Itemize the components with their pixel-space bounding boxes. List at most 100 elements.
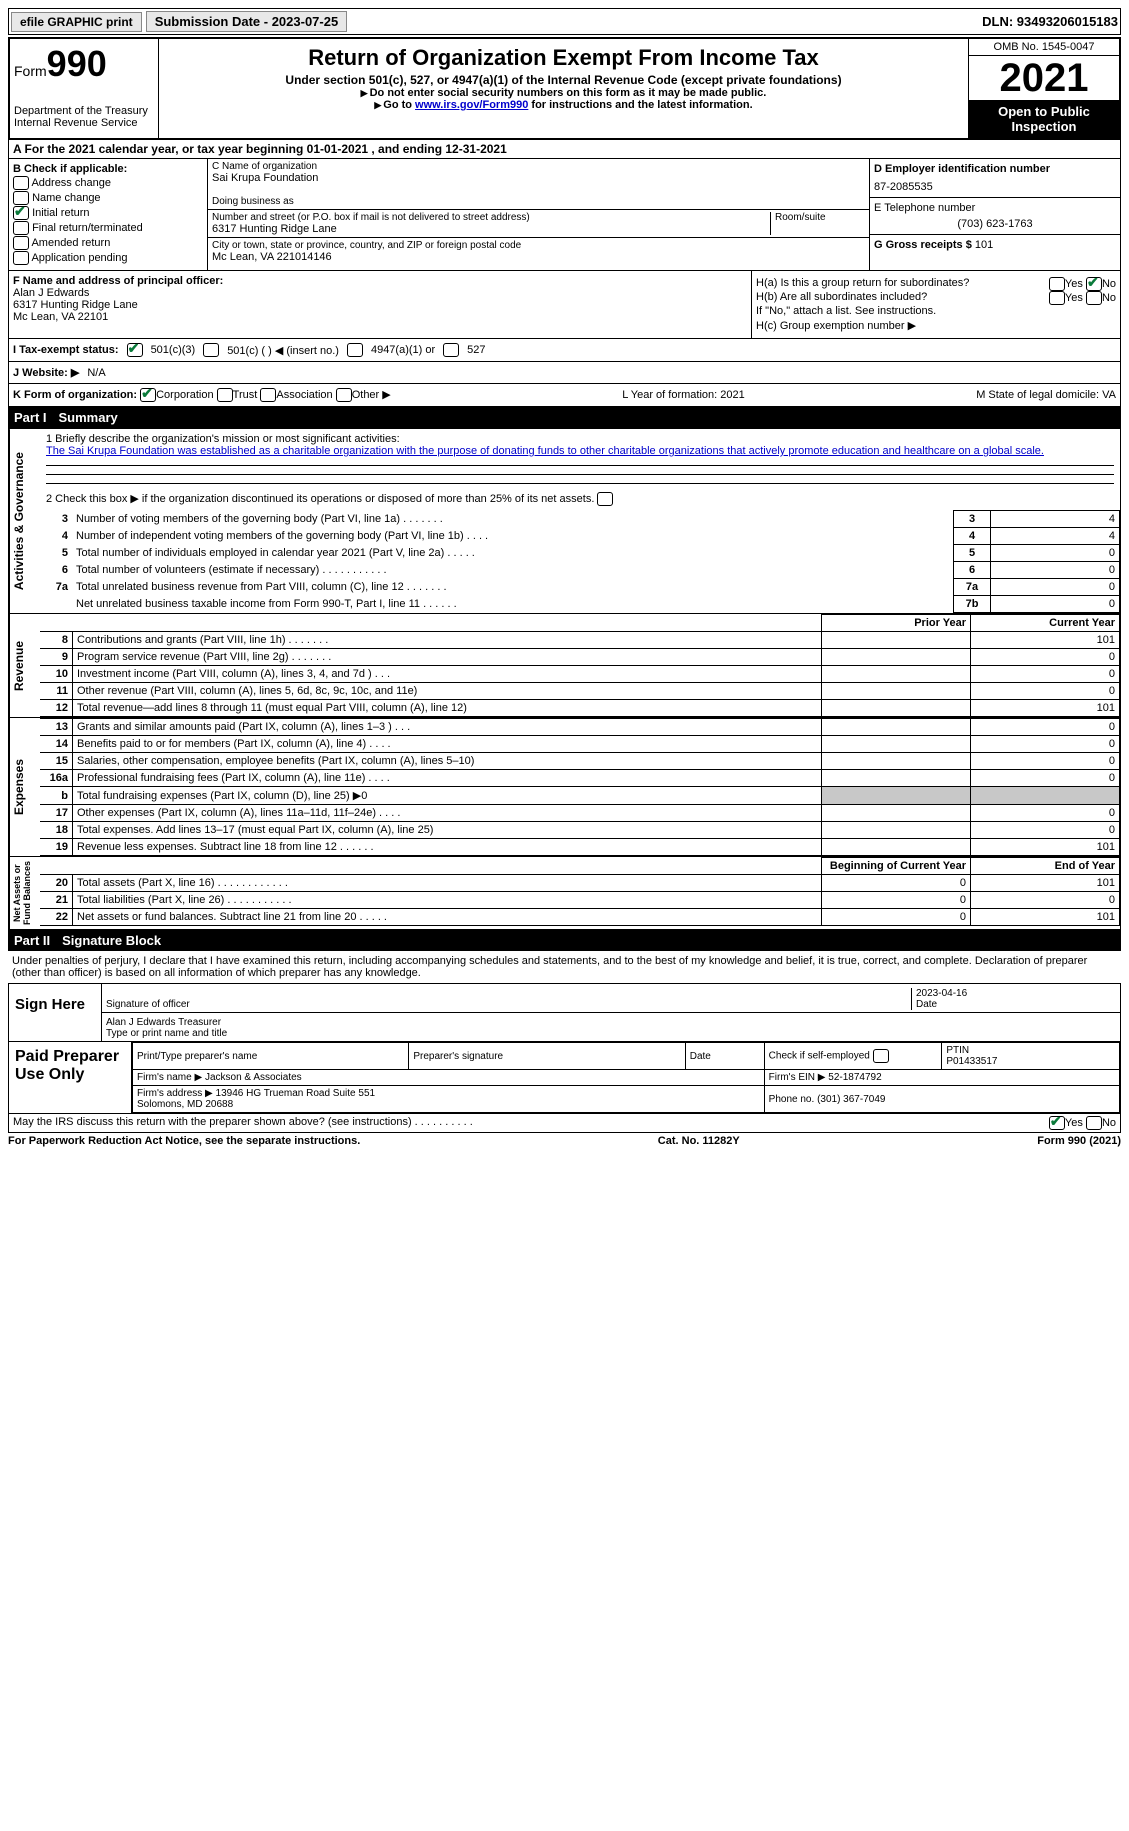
cb-discontinued[interactable]: [597, 492, 613, 506]
cb-final-return[interactable]: Final return/terminated: [13, 221, 203, 235]
prep-date-label: Date: [685, 1043, 764, 1070]
vert-expenses: Expenses: [9, 718, 40, 856]
cb-trust[interactable]: [217, 388, 233, 402]
form-number: Form990: [14, 43, 154, 85]
phone-label: E Telephone number: [874, 202, 1116, 214]
dba-label: Doing business as: [212, 196, 865, 207]
ha-label: H(a) Is this a group return for subordin…: [756, 277, 969, 289]
ssn-note: Do not enter social security numbers on …: [165, 87, 962, 99]
table-row: 16aProfessional fundraising fees (Part I…: [40, 770, 1120, 787]
paid-preparer-label: Paid Preparer Use Only: [9, 1042, 132, 1113]
table-row: 21Total liabilities (Part X, line 26) . …: [40, 892, 1120, 909]
irs-link[interactable]: www.irs.gov/Form990: [415, 99, 528, 111]
city-state-zip: Mc Lean, VA 221014146: [212, 251, 865, 263]
table-row: 17Other expenses (Part IX, column (A), l…: [40, 805, 1120, 822]
table-row: 12Total revenue—add lines 8 through 11 (…: [40, 700, 1120, 717]
table-row: 11Other revenue (Part VIII, column (A), …: [40, 683, 1120, 700]
paid-preparer-block: Paid Preparer Use Only Print/Type prepar…: [8, 1042, 1121, 1114]
discuss-yes[interactable]: [1049, 1116, 1065, 1130]
ha-yes[interactable]: [1049, 277, 1065, 291]
firm-addr-label: Firm's address ▶: [137, 1088, 213, 1099]
preparer-table: Print/Type preparer's name Preparer's si…: [132, 1042, 1120, 1113]
c-right: D Employer identification number 87-2085…: [869, 159, 1120, 270]
goto-pre: Go to: [374, 99, 415, 111]
hb-line: H(b) Are all subordinates included? Yes …: [756, 291, 1116, 303]
phone-box: E Telephone number (703) 623-1763: [870, 198, 1120, 235]
submission-date: Submission Date - 2023-07-25: [146, 11, 348, 32]
cat-no: Cat. No. 11282Y: [658, 1135, 740, 1147]
signer-name-title: Alan J Edwards Treasurer: [106, 1017, 1116, 1028]
sig-date-label: Date: [916, 999, 1116, 1010]
form-footer: Form 990 (2021): [1037, 1135, 1121, 1147]
ha-no[interactable]: [1086, 277, 1102, 291]
phone-value: (703) 623-1763: [874, 218, 1116, 230]
top-bar: efile GRAPHIC print Submission Date - 20…: [8, 8, 1121, 35]
revenue-section: Revenue Prior Year Current Year 8Contrib…: [8, 614, 1121, 718]
year-formation: L Year of formation: 2021: [622, 389, 745, 401]
cb-address-change[interactable]: Address change: [13, 176, 203, 190]
table-row: 4Number of independent voting members of…: [40, 528, 1120, 545]
cb-corp[interactable]: [140, 388, 156, 402]
cb-4947[interactable]: [347, 343, 363, 357]
name-title-label: Type or print name and title: [106, 1028, 1116, 1039]
room-label: Room/suite: [775, 212, 865, 223]
cb-501c[interactable]: [203, 343, 219, 357]
officer-addr2: Mc Lean, VA 22101: [13, 311, 108, 323]
prep-phone-label: Phone no.: [769, 1094, 815, 1105]
open-to-public: Open to Public Inspection: [969, 100, 1119, 138]
row-a-taxyear: A For the 2021 calendar year, or tax yea…: [8, 140, 1121, 159]
ha-line: H(a) Is this a group return for subordin…: [756, 277, 1116, 289]
cb-name-change[interactable]: Name change: [13, 191, 203, 205]
current-year-hdr: Current Year: [971, 615, 1120, 632]
goto-post: for instructions and the latest informat…: [528, 99, 752, 111]
org-name: Sai Krupa Foundation: [212, 172, 865, 184]
vert-netassets: Net Assets or Fund Balances: [9, 857, 40, 929]
website-value: N/A: [87, 367, 105, 379]
cb-amended[interactable]: Amended return: [13, 236, 203, 250]
sign-here-label: Sign Here: [9, 984, 102, 1041]
cb-initial-return[interactable]: Initial return: [13, 206, 203, 220]
tax-year: 2021: [969, 56, 1119, 100]
efile-print-button[interactable]: efile GRAPHIC print: [11, 12, 142, 32]
netassets-section: Net Assets or Fund Balances Beginning of…: [8, 857, 1121, 930]
part-ii-num: Part II: [14, 933, 50, 948]
discuss-label: May the IRS discuss this return with the…: [13, 1116, 473, 1130]
prep-phone: (301) 367-7049: [817, 1094, 885, 1105]
end-year-hdr: End of Year: [971, 858, 1120, 875]
b-label: B Check if applicable:: [13, 163, 203, 175]
part-i-header: Part I Summary: [8, 407, 1121, 428]
table-row: 20Total assets (Part X, line 16) . . . .…: [40, 875, 1120, 892]
discuss-no[interactable]: [1086, 1116, 1102, 1130]
status-row: I Tax-exempt status: 501(c)(3) 501(c) ( …: [8, 339, 1121, 362]
hb-no[interactable]: [1086, 291, 1102, 305]
part-ii-header: Part II Signature Block: [8, 930, 1121, 951]
gross-label: G Gross receipts $: [874, 239, 972, 251]
cb-501c3[interactable]: [127, 343, 143, 357]
ptin-label: PTIN: [946, 1045, 1115, 1056]
governance-table: 3Number of voting members of the governi…: [40, 510, 1120, 613]
fh-row: F Name and address of principal officer:…: [8, 271, 1121, 339]
hb-yes[interactable]: [1049, 291, 1065, 305]
cb-self-employed[interactable]: [873, 1049, 889, 1063]
discuss-row: May the IRS discuss this return with the…: [8, 1114, 1121, 1133]
expenses-table: 13Grants and similar amounts paid (Part …: [40, 718, 1120, 856]
table-row: 9Program service revenue (Part VIII, lin…: [40, 649, 1120, 666]
cb-527[interactable]: [443, 343, 459, 357]
cb-other[interactable]: [336, 388, 352, 402]
k-label: K Form of organization:: [13, 389, 137, 401]
goto-note: Go to www.irs.gov/Form990 for instructio…: [165, 99, 962, 111]
cb-application-pending[interactable]: Application pending: [13, 251, 203, 265]
officer-sig-line: Signature of officer 2023-04-16 Date: [102, 984, 1120, 1013]
table-row: 15Salaries, other compensation, employee…: [40, 753, 1120, 770]
officer-sig-label: Signature of officer: [106, 999, 911, 1010]
prior-year-hdr: Prior Year: [822, 615, 971, 632]
form-num: 990: [47, 43, 107, 84]
org-name-box: C Name of organization Sai Krupa Foundat…: [208, 159, 869, 210]
f-officer: F Name and address of principal officer:…: [9, 271, 752, 338]
addr-label: Number and street (or P.O. box if mail i…: [212, 212, 770, 223]
h-col: H(a) Is this a group return for subordin…: [752, 271, 1120, 338]
ein-box: D Employer identification number 87-2085…: [870, 159, 1120, 198]
perjury-declaration: Under penalties of perjury, I declare th…: [8, 951, 1121, 983]
form-subtitle: Under section 501(c), 527, or 4947(a)(1)…: [165, 73, 962, 87]
cb-assoc[interactable]: [260, 388, 276, 402]
